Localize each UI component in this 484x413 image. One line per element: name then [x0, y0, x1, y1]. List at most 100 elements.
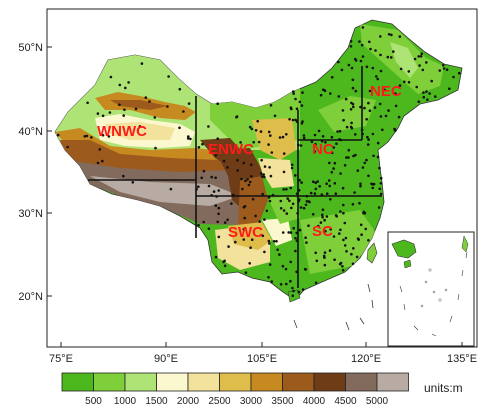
station-dot [365, 65, 369, 69]
station-dot [457, 71, 461, 75]
station-dot [270, 280, 274, 283]
station-dot [107, 135, 111, 138]
station-dot [354, 89, 358, 93]
station-dot [66, 145, 69, 149]
station-dot [360, 43, 364, 47]
station-dot [187, 102, 191, 105]
station-dot [350, 252, 353, 256]
station-dot [329, 92, 332, 95]
region-label-nec: NEC [370, 83, 402, 100]
station-dot [153, 116, 157, 119]
station-dot [250, 175, 253, 178]
legend-labels: 500 1000 1500 2000 2500 3000 3500 4000 4500 5000 [85, 396, 388, 407]
station-dot [246, 178, 249, 181]
station-dot [267, 143, 270, 146]
station-dot [392, 50, 395, 53]
station-dot [284, 267, 288, 271]
station-dot [376, 77, 380, 81]
station-dot [261, 192, 265, 196]
station-dot [302, 136, 306, 140]
station-dot [242, 238, 246, 241]
station-dot [369, 47, 372, 51]
station-dot [342, 203, 345, 207]
station-dot [214, 154, 218, 157]
station-dot [207, 227, 211, 230]
region-label-sc: SC [312, 223, 333, 240]
station-dot [248, 180, 252, 184]
station-dot [373, 106, 377, 109]
station-dot [361, 55, 365, 58]
station-dot [281, 231, 285, 234]
station-dot [267, 196, 271, 199]
station-dot [361, 166, 365, 169]
station-dot [197, 185, 200, 188]
station-dot [122, 174, 125, 178]
station-dot [366, 143, 370, 146]
station-dot [367, 174, 370, 178]
station-dot [314, 251, 318, 255]
lat-label: 50°N [18, 42, 43, 54]
station-dot [359, 105, 362, 109]
station-dot [312, 180, 315, 183]
station-dot [352, 247, 355, 250]
region-label-swc: SWC [228, 224, 263, 241]
station-dot [333, 161, 337, 165]
station-dot [442, 67, 446, 70]
taiwan-island [366, 242, 378, 264]
station-dot [353, 191, 356, 194]
south-china-sea-inset [387, 231, 475, 347]
station-dot [330, 135, 334, 139]
legend-swatch [61, 372, 94, 392]
latitude-labels: 50°N 40°N 30°N 20°N [18, 42, 43, 303]
station-dot [167, 75, 170, 78]
station-dot [249, 163, 253, 166]
station-dot [344, 236, 348, 240]
station-dot [379, 35, 382, 38]
station-dot [359, 184, 362, 188]
station-dot [216, 220, 219, 224]
station-dot [367, 239, 370, 242]
station-dot [372, 154, 375, 158]
station-dot [289, 231, 293, 234]
station-dot [314, 142, 317, 146]
station-dot [101, 114, 105, 118]
station-dot [285, 188, 288, 191]
station-dot [328, 161, 331, 165]
station-dot [356, 169, 360, 172]
legend-swatch [219, 372, 252, 392]
station-dot [434, 95, 437, 98]
station-dot [368, 109, 372, 112]
station-dot [339, 172, 342, 175]
station-dot [407, 80, 411, 84]
station-dot [267, 276, 270, 279]
legend-label: 4500 [334, 396, 357, 407]
station-dot [282, 209, 286, 212]
station-dot [332, 235, 336, 238]
station-dot [361, 26, 365, 29]
station-dot [305, 200, 309, 203]
station-dot [359, 182, 362, 185]
station-dot [289, 260, 293, 264]
station-dot [379, 69, 383, 73]
station-dot [202, 220, 205, 224]
station-dot [275, 240, 278, 243]
legend-label: 5000 [366, 396, 389, 407]
station-dot [86, 101, 89, 105]
station-dot [259, 172, 263, 175]
station-dot [189, 137, 192, 141]
station-dot [448, 87, 451, 90]
station-dot [298, 100, 302, 104]
station-dot [269, 174, 273, 178]
legend-label: 500 [85, 396, 102, 407]
legend-label: 2000 [177, 396, 200, 407]
station-dot [354, 153, 357, 157]
legend-swatch [187, 372, 220, 392]
station-dot [289, 186, 293, 190]
station-dot [394, 104, 398, 108]
station-dot [313, 150, 317, 153]
station-dot [291, 294, 295, 298]
inset-boundary-dashes [399, 251, 468, 337]
station-dot [285, 282, 288, 286]
station-dot [318, 185, 322, 188]
